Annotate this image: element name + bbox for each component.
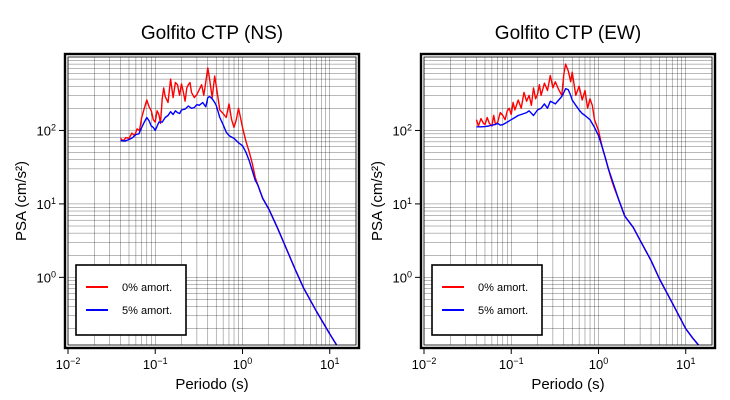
y-tick-label: 100 xyxy=(393,269,412,285)
series-line-red xyxy=(120,67,338,346)
chart-title: Golfito CTP (NS) xyxy=(141,23,283,44)
y-tick-label: 100 xyxy=(37,269,56,285)
legend-label: 0% amort. xyxy=(122,282,172,294)
chart-panel-ns: 10−2 10−1 100 101 100 101 102 Golfito CTP (NS) P… xyxy=(13,23,361,393)
x-tick-label: 100 xyxy=(589,356,608,372)
y-axis-label: PSA (cm/s²) xyxy=(369,161,386,241)
axes-inner-frame xyxy=(67,56,357,346)
series-line-blue xyxy=(120,95,338,346)
chart-title: Golfito CTP (EW) xyxy=(495,23,641,44)
legend-label: 5% amort. xyxy=(122,305,172,317)
x-tick-label: 101 xyxy=(320,356,339,372)
legend: 0% amort. 5% amort. xyxy=(75,264,187,336)
x-axis-label: Periodo (s) xyxy=(531,376,604,393)
y-tick-label: 102 xyxy=(37,122,56,138)
chart-panel-ew: 10−2 10−1 100 101 100 101 102 Golfito CTP (EW) P… xyxy=(369,23,717,393)
legend: 0% amort. 5% amort. xyxy=(431,264,543,336)
legend-box xyxy=(75,264,187,336)
x-axis-label: Periodo (s) xyxy=(175,376,248,393)
grid xyxy=(423,57,713,345)
x-tick-label: 10−1 xyxy=(143,356,168,372)
x-tick-label: 10−2 xyxy=(412,356,437,372)
axes-frame xyxy=(419,52,717,350)
y-axis-label: PSA (cm/s²) xyxy=(13,161,30,241)
x-tick-label: 100 xyxy=(233,356,252,372)
x-tick-label: 10−2 xyxy=(56,356,81,372)
legend-label: 5% amort. xyxy=(478,305,528,317)
y-tick-label: 102 xyxy=(393,122,412,138)
axes-inner-frame xyxy=(423,56,713,346)
series-line-blue xyxy=(476,87,700,346)
legend-box xyxy=(431,264,543,336)
x-tick-label: 10−1 xyxy=(499,356,524,372)
y-tick-label: 101 xyxy=(37,196,56,212)
x-tick-label: 101 xyxy=(676,356,695,372)
legend-label: 0% amort. xyxy=(478,282,528,294)
axes-frame xyxy=(63,52,361,350)
y-tick-label: 101 xyxy=(393,196,412,212)
